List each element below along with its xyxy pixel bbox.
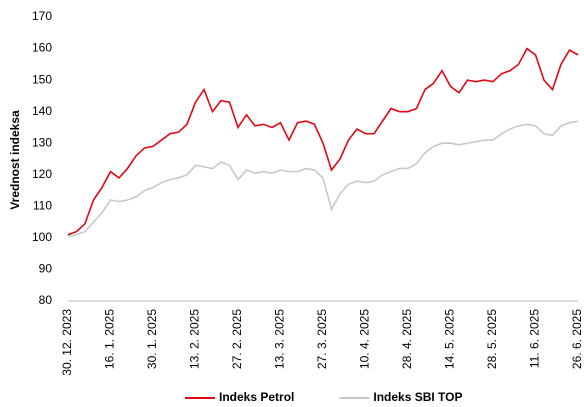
x-tick-label: 30. 1. 2025 [145,309,159,369]
y-tick-label: 160 [32,41,52,55]
x-tick-label: 16. 1. 2025 [103,309,117,369]
y-tick-label: 80 [39,293,53,307]
legend-label: Indeks SBI TOP [373,390,462,404]
y-tick-label: 140 [32,104,52,118]
x-tick-label: 26. 6. 2025 [570,309,584,369]
y-tick-label: 100 [32,230,52,244]
y-tick-label: 90 [39,262,53,276]
legend-label: Indeks Petrol [219,390,294,404]
x-tick-label: 27. 3. 2025 [315,309,329,369]
x-tick-label: 28. 5. 2025 [485,309,499,369]
y-tick-label: 120 [32,167,52,181]
x-tick-label: 11. 6. 2025 [528,309,542,368]
x-tick-label: 13. 2. 2025 [188,309,202,369]
series-line [67,47,579,236]
series-line [67,120,579,238]
x-tick-label: 14. 5. 2025 [443,309,457,369]
y-tick-label: 130 [32,135,52,149]
y-tick-label: 170 [32,9,52,23]
x-tick-label: 10. 4. 2025 [358,309,372,369]
y-tick-label: 110 [33,199,52,213]
x-tick-label: 13. 3. 2025 [273,309,287,369]
x-tick-label: 30. 12. 2023 [60,309,74,376]
y-axis-label: Vrednost indeksa [8,110,22,210]
x-tick-label: 28. 4. 2025 [400,309,414,369]
x-tick-label: 27. 2. 2025 [230,309,244,369]
y-tick-label: 150 [32,72,52,86]
